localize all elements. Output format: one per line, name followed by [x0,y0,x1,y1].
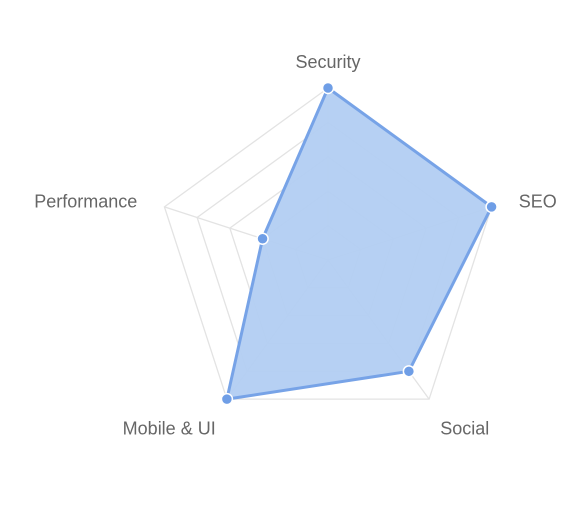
axis-label-social: Social [440,419,489,439]
radar-axis-labels: Security SEO Social Mobile & UI Performance [34,52,556,439]
radar-series [220,81,498,406]
axis-label-seo: SEO [519,191,557,211]
axis-label-performance: Performance [34,191,137,211]
data-point-security[interactable] [321,81,335,95]
data-point-performance[interactable] [256,232,269,245]
series-area [225,86,494,401]
data-point-seo[interactable] [485,200,498,214]
data-point-mobile-and-ui[interactable] [220,392,234,406]
data-point-social[interactable] [402,365,416,378]
axis-label-security: Security [295,52,360,72]
axis-label-mobile-and-ui: Mobile & UI [123,419,216,439]
